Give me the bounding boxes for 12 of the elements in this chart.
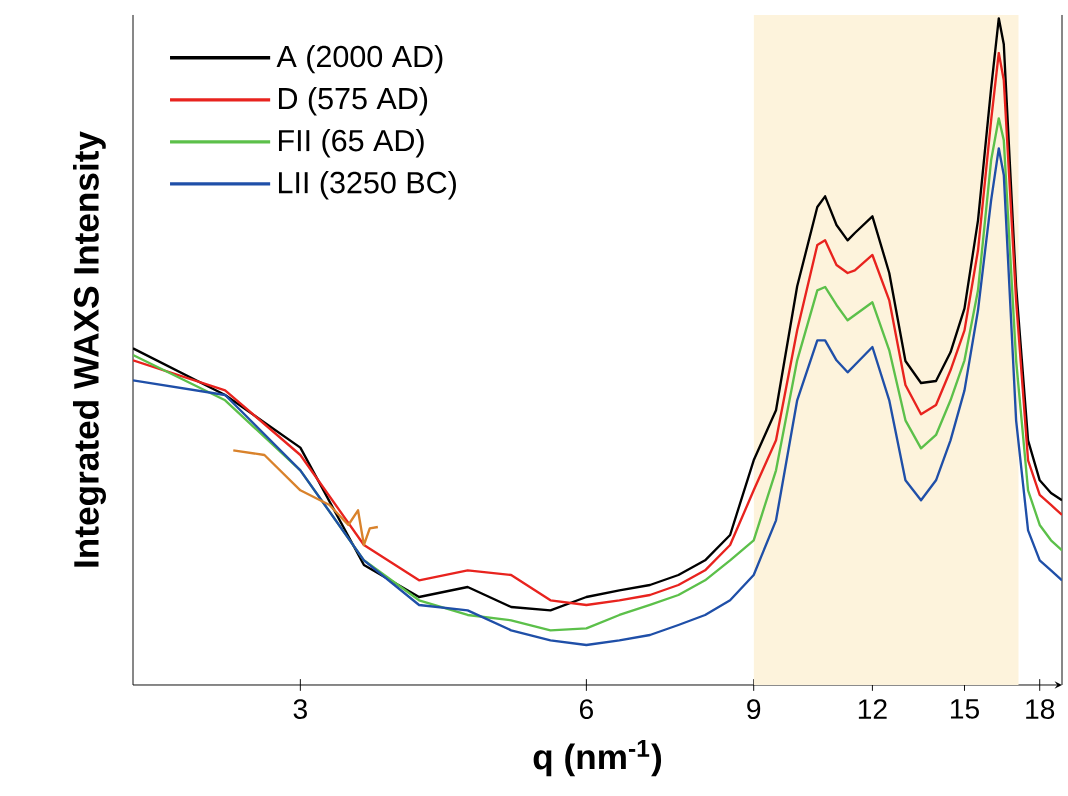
- legend-label: LII (3250 BC): [278, 171, 456, 200]
- x-tick-label: 12: [858, 699, 887, 719]
- x-tick-label: 18: [1026, 699, 1055, 720]
- legend-label: D (575 AD): [278, 86, 428, 116]
- legend-label: A (2000 AD): [276, 44, 443, 74]
- y-axis-title: Integrated WAXS Intensity: [73, 131, 106, 567]
- legend-label: FII (65 AD): [278, 129, 424, 158]
- x-tick-label: 9: [747, 699, 761, 720]
- x-tick-label: 6: [579, 699, 593, 720]
- x-tick-label: 15: [950, 699, 979, 719]
- x-axis-title: q (nm$^{-1}$): [533, 739, 662, 777]
- x-tick-label: 3: [293, 699, 307, 720]
